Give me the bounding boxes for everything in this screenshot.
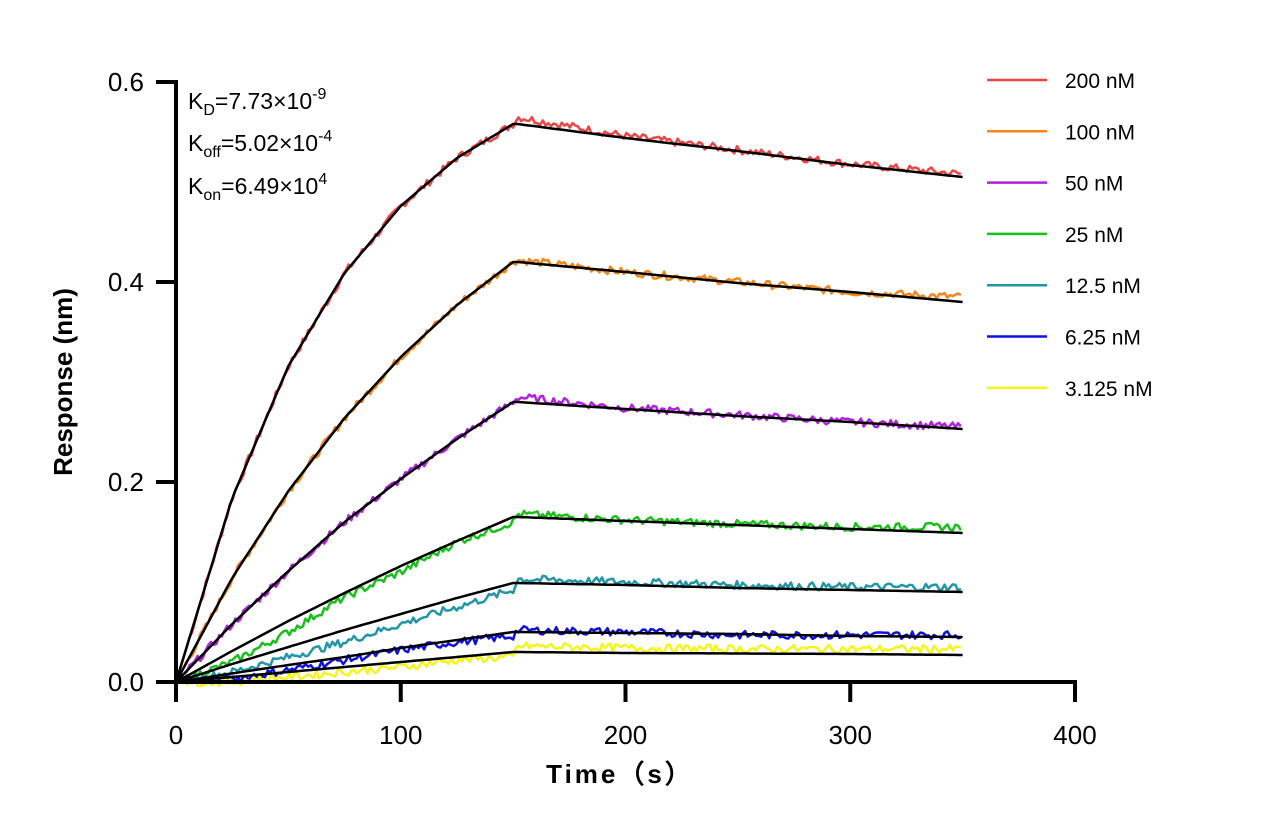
legend-label: 200 nM	[1065, 70, 1135, 93]
series-line-3_125-nM	[176, 641, 962, 688]
legend-item: 12.5 nM	[987, 275, 1141, 298]
legend-item: 100 nM	[987, 121, 1135, 144]
legend-item: 50 nM	[987, 173, 1123, 196]
fit-line-200-nM	[174, 122, 963, 683]
x-tick-label: 100	[379, 720, 422, 750]
y-tick-label: 0.2	[108, 467, 144, 497]
fit-line-6_25-nM	[175, 630, 963, 684]
fit-line-25-nM	[175, 515, 963, 684]
fit-line-50-nM	[175, 400, 963, 683]
legend-item: 200 nM	[987, 70, 1135, 93]
y-tick-label: 0.0	[108, 667, 144, 697]
fit-line-3_125-nM	[175, 650, 963, 684]
fit-line-100-nM	[174, 260, 963, 683]
series-line-200-nM	[174, 115, 961, 683]
plot-area	[174, 115, 963, 688]
kd-annotation: KD=7.73×10-9	[188, 86, 326, 119]
legend-label: 50 nM	[1065, 173, 1123, 196]
legend-item: 6.25 nM	[987, 327, 1141, 350]
legend-label: 3.125 nM	[1065, 378, 1153, 401]
kon-annotation: Kon=6.49×104	[188, 171, 327, 204]
legend-item: 25 nM	[987, 224, 1123, 247]
legend-label: 12.5 nM	[1065, 275, 1141, 298]
x-tick-label: 300	[829, 720, 872, 750]
x-tick-label: 400	[1053, 720, 1096, 750]
series-line-50-nM	[175, 393, 962, 683]
legend-label: 25 nM	[1065, 224, 1123, 247]
kinetic-constants: KD=7.73×10-9 Koff=5.02×10-4 Kon=6.49×104	[188, 86, 332, 204]
y-tick-label: 0.4	[108, 267, 144, 297]
x-tick-label: 200	[604, 720, 647, 750]
x-tick-label: 0	[169, 720, 183, 750]
series-line-6_25-nM	[175, 624, 962, 685]
koff-annotation: Koff=5.02×10-4	[188, 128, 332, 161]
y-axis-label: Response (nm)	[48, 288, 78, 476]
fit-line-12_5-nM	[175, 581, 963, 684]
legend: 200 nM 100 nM 50 nM 25 nM 12.5 nM 6.25 nM 3.12…	[987, 70, 1153, 401]
y-tick-label: 0.6	[108, 67, 144, 97]
series-line-12_5-nM	[175, 574, 962, 685]
legend-label: 6.25 nM	[1065, 327, 1141, 350]
legend-label: 100 nM	[1065, 121, 1135, 144]
ticks: 0 100 200 300 400 0.0 0.2 0.4 0.6	[108, 67, 1097, 750]
x-axis-label: Time（s）	[546, 759, 694, 789]
legend-item: 3.125 nM	[987, 378, 1153, 401]
